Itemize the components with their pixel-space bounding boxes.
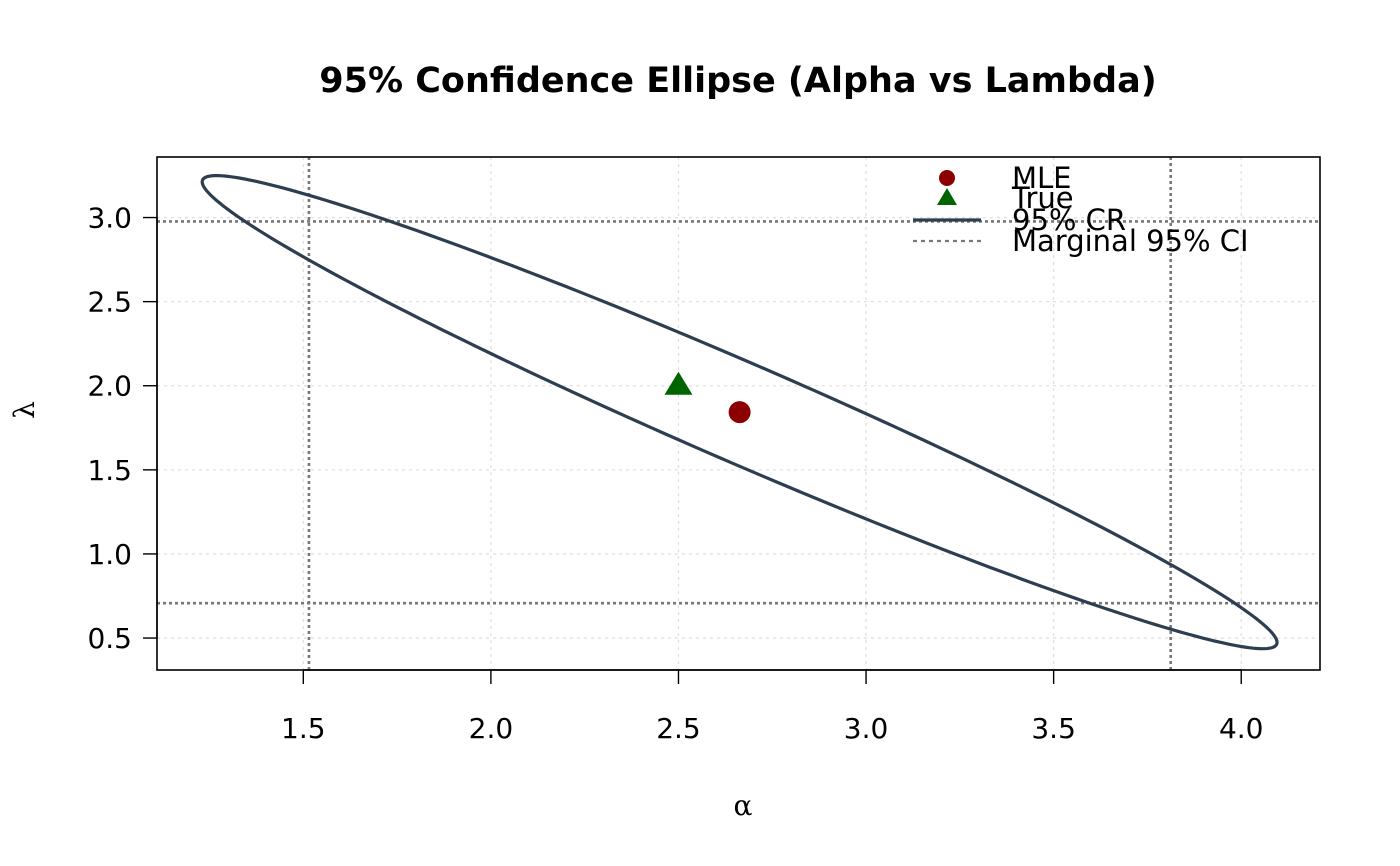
legend-label: MLE (1012, 161, 1072, 195)
chart-title: 95% Confidence Ellipse (Alpha vs Lambda) (319, 61, 1156, 101)
point-markers (664, 371, 751, 424)
x-tick-label: 2.5 (656, 712, 701, 745)
grid-lines (157, 157, 1320, 670)
x-tick-label: 3.5 (1031, 712, 1076, 745)
legend-label: Marginal 95% CI (1012, 224, 1249, 258)
legend-true-symbol (937, 188, 957, 205)
x-tick-label: 3.0 (844, 712, 889, 745)
x-tick-label: 2.0 (469, 712, 514, 745)
x-axis: 1.5 2.0 2.5 3.0 3.5 4.0 (281, 669, 1264, 745)
y-tick-label: 2.0 (87, 370, 132, 403)
legend-label: True (1011, 181, 1074, 215)
y-tick-label: 1.5 (87, 454, 132, 487)
marginal-ci-lines (157, 157, 1320, 670)
y-axis-label: λ (8, 401, 41, 419)
legend-mle-symbol (939, 170, 955, 186)
y-axis: 0.5 1.0 1.5 2.0 2.5 3.0 (87, 202, 158, 655)
x-axis-label: α (734, 789, 753, 822)
y-tick-label: 0.5 (87, 622, 132, 655)
true-point (664, 371, 693, 395)
legend-label: 95% CR (1012, 203, 1126, 237)
y-tick-label: 2.5 (87, 286, 132, 319)
confidence-region-ellipse (200, 174, 1279, 651)
x-tick-label: 1.5 (281, 712, 326, 745)
x-tick-label: 4.0 (1219, 712, 1264, 745)
y-tick-label: 3.0 (87, 202, 132, 235)
mle-point (728, 401, 751, 424)
y-tick-label: 1.0 (87, 538, 132, 571)
